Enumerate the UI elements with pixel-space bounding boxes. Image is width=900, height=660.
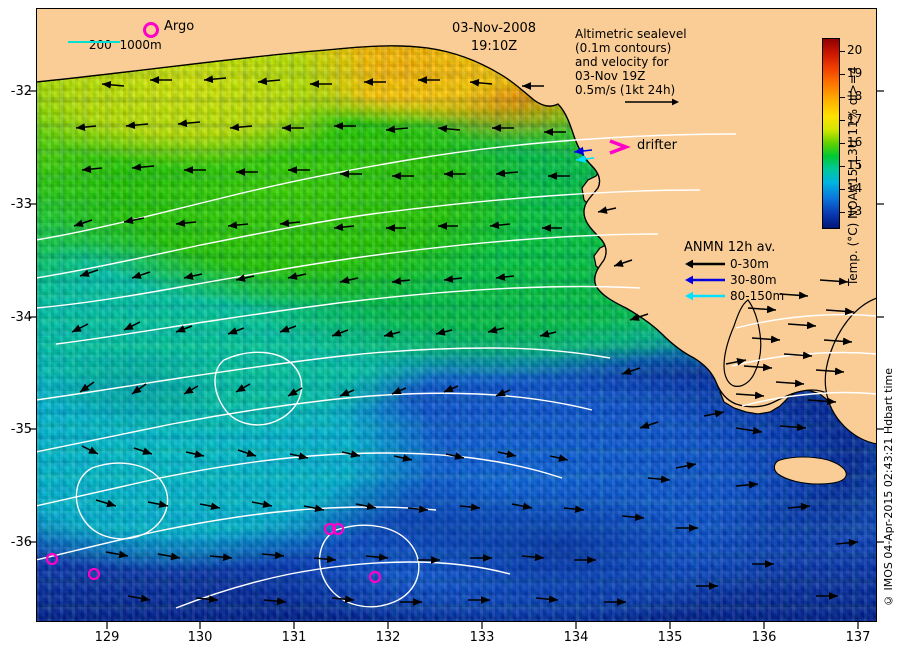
colorbar-tick-19	[840, 74, 845, 75]
altimetry-line-2: (0.1m contours)	[575, 41, 672, 55]
anmn-arrow-0-30m-icon	[685, 259, 725, 269]
colorbar-tick-15	[840, 166, 845, 167]
velocity-vectors-0-30m	[71, 75, 859, 606]
x-tick-129: 129	[94, 630, 120, 645]
anmn-label-0-30m: 0-30m	[730, 257, 769, 271]
x-tick-132: 132	[375, 630, 401, 645]
colorbar-label-19: 19	[847, 66, 863, 80]
y-tick-32: -32	[10, 84, 32, 99]
anmn-arrow-30-80m-icon	[685, 275, 725, 285]
drifter-legend-label: drifter	[637, 138, 677, 153]
x-tick-135: 135	[657, 630, 683, 645]
colorbar-tick-13	[840, 212, 845, 213]
land-fill-kangaroo-island	[773, 456, 847, 485]
land-fill-group	[36, 8, 877, 485]
x-tick-136: 136	[751, 630, 777, 645]
anmn-arrow-80-150m-icon	[685, 291, 725, 301]
anmn-label-80-150m: 80-150m	[730, 289, 785, 303]
colorbar-tick-16	[840, 143, 845, 144]
colorbar-gradient	[822, 38, 840, 229]
argo-marker-icon	[143, 22, 159, 38]
altimetry-line-4: 03-Nov 19Z	[575, 69, 646, 83]
velocity-vectors-30-80m	[573, 146, 593, 156]
altimetric-contours	[36, 133, 877, 609]
altimetry-line-5: 0.5m/s (1kt 24h)	[575, 83, 676, 97]
timestamp-time: 19:10Z	[470, 39, 518, 54]
imos-credit-text: © IMOS 04-Apr-2015 02:43:21 Hdbart time	[882, 368, 895, 607]
anmn-label-30-80m: 30-80m	[730, 273, 777, 287]
colorbar-label-17: 17	[847, 112, 863, 126]
colorbar-tick-20	[840, 51, 845, 52]
timestamp-date: 03-Nov-2008	[451, 21, 537, 36]
colorbar-title: Temp. (°C) NOAA15_L3U 11% ql>=4	[846, 66, 860, 287]
x-tick-133: 133	[469, 630, 495, 645]
drifter-arrow-icon	[609, 139, 631, 155]
altimetry-line-3: and velocity for	[575, 55, 669, 69]
x-tick-134: 134	[563, 630, 589, 645]
argo-float-markers	[45, 522, 382, 584]
land-fill-yorke	[723, 299, 762, 387]
land-fill-north	[36, 8, 877, 426]
colorbar-tick-18	[840, 97, 845, 98]
scalebar-line	[68, 41, 120, 43]
colorbar-label-14: 14	[847, 181, 863, 195]
altimetry-line-1: Altimetric sealevel	[575, 27, 687, 41]
argo-legend-label: Argo	[164, 19, 195, 34]
velocity-vectors-80-150m	[575, 154, 595, 164]
y-tick-33: -33	[10, 197, 32, 212]
colorbar-tick-17	[840, 120, 845, 121]
land-fill-north-outline	[36, 45, 877, 427]
x-tick-137: 137	[845, 630, 871, 645]
temperature-colorbar: 20 19 18 17 16 15 14 13	[822, 38, 862, 229]
colorbar-label-13: 13	[847, 204, 863, 218]
y-tick-36: -36	[10, 535, 32, 550]
colorbar-label-20: 20	[847, 43, 863, 57]
x-tick-130: 130	[187, 630, 213, 645]
colorbar-label-15: 15	[847, 158, 863, 172]
colorbar-tick-14	[840, 189, 845, 190]
velocity-scale-arrow	[625, 98, 679, 106]
y-tick-34: -34	[10, 310, 32, 325]
colorbar-label-16: 16	[847, 135, 863, 149]
map-vector-overlay	[36, 8, 877, 609]
land-fill-east-mainland	[824, 297, 877, 445]
scalebar-1000-label: 1000m	[119, 38, 162, 52]
anmn-legend-title: ANMN 12h av.	[684, 240, 776, 255]
colorbar-label-18: 18	[847, 89, 863, 103]
y-tick-35: -35	[10, 422, 32, 437]
x-tick-131: 131	[281, 630, 307, 645]
map-plot-area: 200 1000m Argo 03-Nov-2008 19:10Z Altime…	[36, 8, 877, 622]
